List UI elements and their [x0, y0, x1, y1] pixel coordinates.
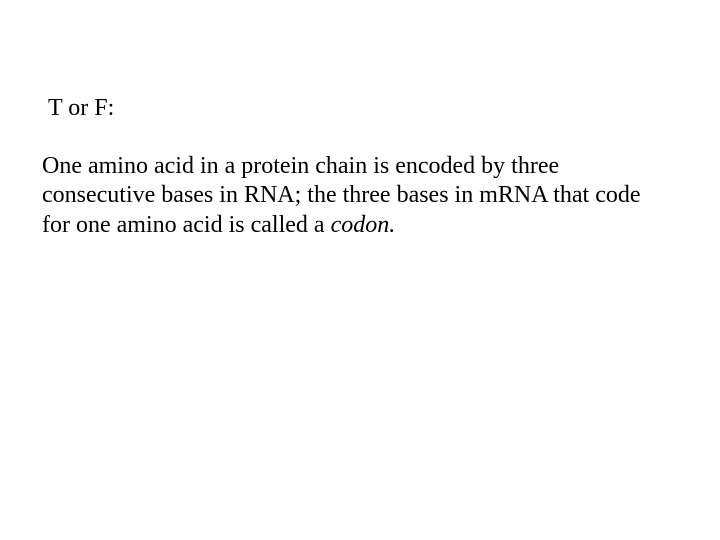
emphasized-term: codon. [331, 212, 396, 238]
question-prompt: T or F: [48, 94, 114, 123]
slide: T or F: One amino acid in a protein chai… [0, 0, 720, 540]
question-body: One amino acid in a protein chain is enc… [42, 152, 662, 240]
